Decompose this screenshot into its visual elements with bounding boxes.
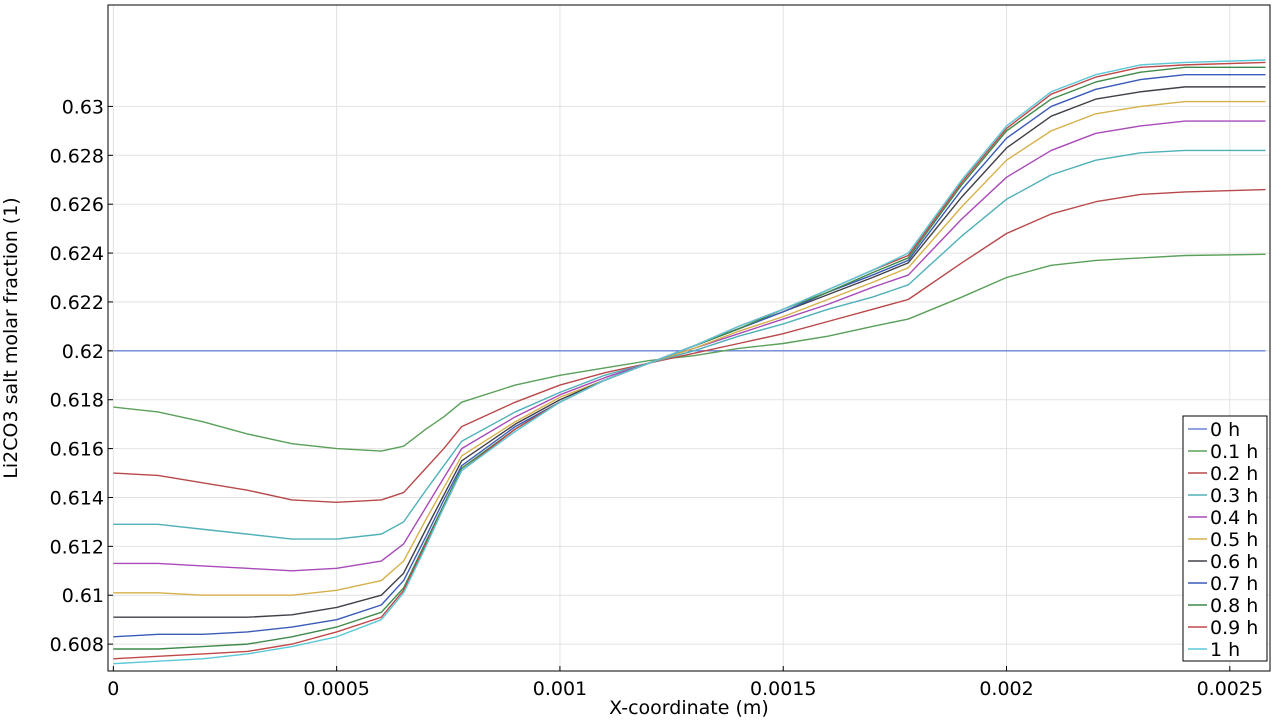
series-line-0-1-h [113,253,1266,452]
plot-frame [107,4,1271,672]
legend: 0 h0.1 h0.2 h0.3 h0.4 h0.5 h0.6 h0.7 h0.… [1182,415,1268,662]
x-tick-label: 0 [107,678,119,700]
y-axis-title: Li2CO3 salt molar fraction (1) [0,197,22,478]
y-tick-label: 0.628 [50,145,104,167]
legend-label: 0 h [1210,419,1240,441]
y-axis-ticks: 0.608 0.61 0.612 0.614 0.616 0.618 0.62 0.622 0.… [50,96,113,656]
legend-label: 0.9 h [1210,617,1258,639]
x-axis-ticks: 0 0.0005 0.001 0.0015 0.002 0.0025 [107,666,1263,700]
y-tick-label: 0.618 [50,390,104,412]
legend-label: 0.2 h [1210,463,1258,485]
y-tick-label: 0.626 [50,194,104,216]
legend-label: 0.1 h [1210,441,1258,463]
series-line-0-4-h [113,120,1266,572]
x-axis-title: X-coordinate (m) [609,697,769,719]
y-tick-label: 0.612 [50,536,104,558]
series-line-0-2-h [113,188,1266,504]
x-tick-label: 0.001 [533,678,587,700]
series-line-0-9-h [113,61,1266,660]
plot-series [113,59,1266,665]
legend-label: 0.5 h [1210,529,1258,551]
legend-label: 0.8 h [1210,595,1258,617]
series-line-0-8-h [113,66,1266,650]
y-tick-label: 0.63 [62,96,104,118]
legend-label: 1 h [1210,639,1240,661]
y-tick-label: 0.616 [50,439,104,461]
y-tick-label: 0.62 [62,341,104,363]
y-tick-label: 0.624 [50,243,104,265]
x-tick-label: 0.0025 [1197,678,1263,700]
y-tick-label: 0.622 [50,292,104,314]
y-tick-label: 0.614 [50,487,104,509]
series-line-0-3-h [113,149,1266,540]
x-tick-label: 0.0015 [750,678,816,700]
x-tick-label: 0.0005 [303,678,369,700]
legend-label: 0.3 h [1210,485,1258,507]
y-tick-label: 0.61 [62,585,104,607]
legend-label: 0.7 h [1210,573,1258,595]
y-tick-label: 0.608 [50,634,104,656]
series-line-1-h [113,59,1266,665]
legend-label: 0.4 h [1210,507,1258,529]
grid [108,5,1270,671]
x-tick-label: 0.002 [979,678,1033,700]
legend-label: 0.6 h [1210,551,1258,573]
